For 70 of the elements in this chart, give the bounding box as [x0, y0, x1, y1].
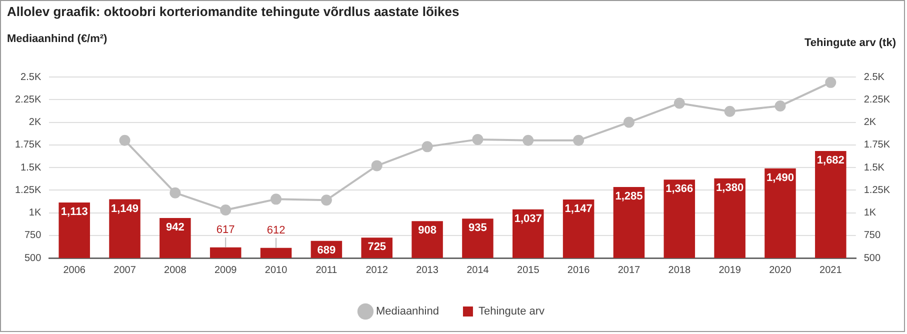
x-tick-label: 2011	[316, 264, 338, 276]
data-label: 935	[468, 222, 487, 234]
x-tick-label: 2021	[820, 264, 842, 276]
point	[270, 194, 282, 205]
y2-tick-label: 1.5K	[864, 162, 885, 174]
x-tick-label: 2015	[517, 264, 540, 276]
y-tick-label: 750	[24, 230, 42, 242]
y-tick-label: 1.5K	[20, 162, 42, 174]
x-tick-label: 2020	[769, 264, 792, 276]
data-label: 1,682	[816, 154, 844, 167]
x-tick-label: 2018	[668, 264, 691, 276]
data-label: 1,037	[514, 212, 542, 225]
data-label: 1,149	[111, 202, 139, 215]
legend-label: Tehingute arv	[478, 306, 546, 318]
y2-tick-label: 1K	[864, 208, 876, 218]
data-label: 1,285	[615, 190, 643, 202]
y2-tick-label: 2K	[864, 117, 876, 128]
x-tick-label: 2009	[214, 264, 238, 276]
data-label: 1,147	[564, 202, 592, 215]
y2-tick-label: 750	[864, 230, 881, 242]
x-tick-label: 2006	[63, 264, 86, 276]
y-tick-label: 1K	[28, 208, 42, 218]
y2-tick-label: 2.5K	[864, 72, 885, 83]
y-tick-label: 2.25K	[14, 94, 42, 106]
data-label: 612	[266, 224, 286, 236]
y2-tick-label: 1.75K	[864, 140, 890, 151]
y2-axis-title: Tehingute arv (tk)	[804, 37, 896, 49]
point	[522, 134, 534, 146]
point	[220, 204, 232, 216]
data-label: 1,490	[766, 172, 794, 184]
point	[623, 116, 634, 128]
y-tick-label: 2K	[28, 117, 42, 128]
point	[371, 160, 382, 172]
x-tick-label: 2010	[264, 264, 288, 276]
data-label: 908	[418, 224, 436, 237]
y-axis-title: Mediaanhind (€/m²)	[7, 33, 108, 45]
point	[774, 100, 786, 112]
point	[724, 106, 736, 117]
point	[472, 134, 484, 145]
y2-tick-label: 500	[864, 252, 881, 264]
legend-label: Mediaanhind	[376, 306, 439, 318]
data-label: 1,113	[60, 206, 88, 218]
x-tick-label: 2014	[466, 264, 490, 276]
x-tick-label: 2007	[114, 264, 136, 276]
x-tick-label: 2019	[718, 264, 742, 276]
chart-title: Allolev graafik: oktoobri korteriomandite tehingute võrdlus aastate lõikes	[7, 4, 460, 19]
data-label: 725	[368, 241, 386, 254]
point	[825, 77, 836, 88]
data-label: 617	[216, 224, 235, 236]
data-label: 1,366	[666, 183, 694, 196]
y-tick-label: 1.25K	[14, 184, 42, 196]
x-tick-label: 2008	[164, 264, 187, 276]
point	[674, 98, 685, 109]
x-tick-label: 2013	[416, 264, 439, 276]
point	[573, 134, 584, 146]
y-tick-label: 2.5K	[20, 72, 42, 83]
data-label: 1,380	[716, 182, 744, 194]
y2-tick-label: 2.25K	[864, 94, 890, 106]
point	[119, 134, 130, 146]
y-tick-label: 1.75K	[14, 140, 42, 151]
point	[170, 187, 181, 198]
x-tick-label: 2012	[366, 264, 388, 276]
y2-tick-label: 1.25K	[864, 184, 890, 196]
y-tick-label: 500	[24, 252, 42, 264]
x-tick-label: 2017	[618, 264, 641, 276]
data-label: 689	[317, 244, 336, 256]
point	[422, 141, 433, 152]
x-tick-label: 2016	[567, 264, 590, 276]
data-label: 942	[166, 222, 184, 234]
point	[320, 194, 332, 206]
